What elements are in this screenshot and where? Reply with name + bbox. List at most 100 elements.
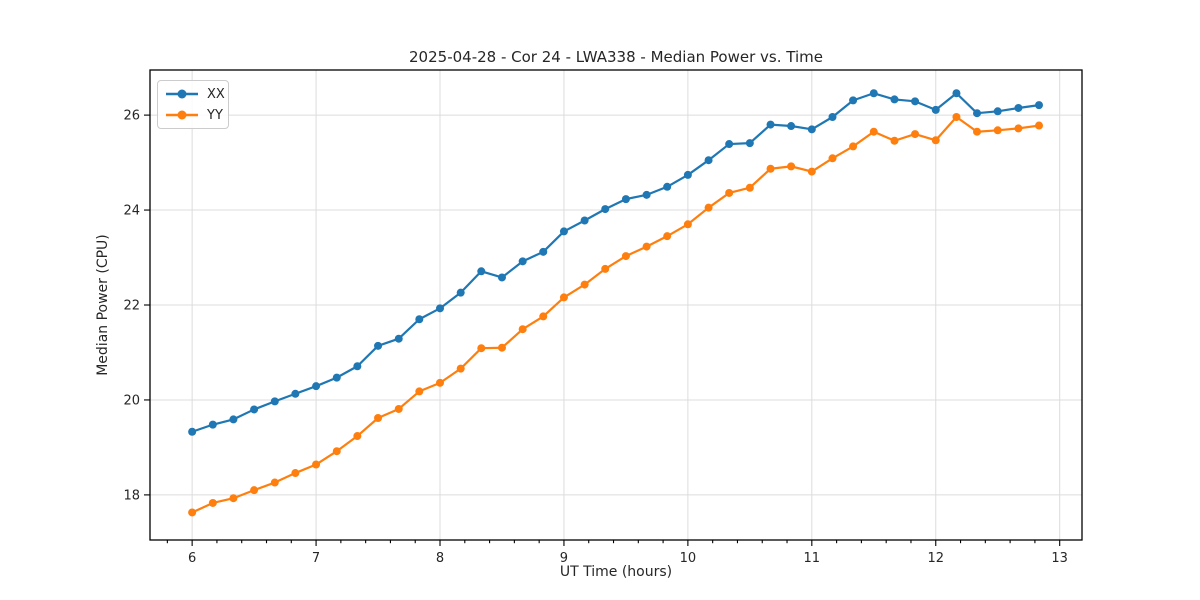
data-point-xx bbox=[952, 89, 961, 98]
data-point-yy bbox=[663, 232, 672, 241]
data-point-yy bbox=[704, 203, 713, 212]
legend-line-marker-icon bbox=[166, 89, 198, 99]
data-point-yy bbox=[725, 188, 734, 197]
data-point-xx bbox=[931, 105, 940, 114]
data-point-xx bbox=[828, 113, 837, 121]
data-point-yy bbox=[621, 252, 630, 261]
data-point-xx bbox=[291, 389, 300, 398]
data-point-xx bbox=[539, 247, 548, 256]
data-point-yy bbox=[683, 220, 692, 229]
data-point-xx bbox=[601, 205, 610, 214]
data-point-yy bbox=[312, 460, 321, 469]
data-point-yy bbox=[993, 126, 1002, 135]
series-line-yy bbox=[191, 115, 1040, 514]
y-tick-label: 20 bbox=[123, 393, 140, 408]
data-point-xx bbox=[1014, 103, 1023, 112]
data-point-xx bbox=[518, 257, 527, 266]
data-point-yy bbox=[497, 343, 506, 352]
data-point-xx bbox=[497, 273, 506, 282]
data-point-xx bbox=[683, 170, 692, 179]
data-point-yy bbox=[332, 447, 341, 456]
data-point-yy bbox=[952, 113, 961, 121]
data-point-yy bbox=[849, 142, 858, 151]
data-point-xx bbox=[621, 195, 630, 204]
legend: XX YY bbox=[157, 80, 229, 129]
y-tick-label: 26 bbox=[123, 109, 140, 124]
data-point-yy bbox=[394, 404, 403, 413]
data-point-yy bbox=[911, 130, 920, 139]
data-point-xx bbox=[869, 89, 878, 98]
data-point-xx bbox=[436, 304, 445, 313]
data-point-yy bbox=[559, 293, 568, 302]
x-tick-label: 8 bbox=[436, 551, 444, 566]
data-point-xx bbox=[642, 190, 651, 199]
data-point-yy bbox=[188, 508, 197, 517]
data-point-xx bbox=[415, 315, 424, 324]
x-axis-label: UT Time (hours) bbox=[559, 564, 673, 580]
x-tick-label: 10 bbox=[680, 551, 697, 566]
data-point-xx bbox=[456, 288, 465, 297]
data-point-yy bbox=[250, 486, 259, 495]
data-point-xx bbox=[849, 96, 858, 105]
data-point-yy bbox=[1034, 121, 1043, 130]
data-point-xx bbox=[332, 373, 341, 382]
data-point-yy bbox=[518, 325, 527, 334]
data-point-xx bbox=[890, 95, 899, 104]
x-tick-label: 12 bbox=[927, 551, 944, 566]
data-point-xx bbox=[725, 140, 734, 149]
data-point-yy bbox=[374, 413, 383, 422]
data-point-xx bbox=[374, 341, 383, 350]
data-point-xx bbox=[250, 405, 259, 414]
data-point-yy bbox=[890, 136, 899, 145]
data-point-xx bbox=[787, 122, 796, 131]
data-point-xx bbox=[477, 267, 486, 276]
data-point-yy bbox=[807, 167, 816, 176]
y-axis-label: Median Power (CPU) bbox=[95, 234, 111, 376]
data-point-xx bbox=[353, 362, 362, 371]
data-point-xx bbox=[911, 97, 920, 106]
data-point-xx bbox=[745, 139, 754, 148]
x-tick-label: 6 bbox=[188, 551, 196, 566]
data-point-yy bbox=[539, 312, 548, 321]
legend-entry-xx: XX bbox=[165, 86, 225, 102]
y-tick-label: 22 bbox=[123, 299, 140, 314]
data-point-xx bbox=[807, 125, 816, 134]
data-point-yy bbox=[580, 280, 589, 289]
data-point-xx bbox=[188, 427, 197, 436]
data-point-yy bbox=[787, 162, 796, 171]
y-tick-label: 18 bbox=[123, 488, 140, 503]
data-point-yy bbox=[931, 136, 940, 145]
chart-title: 2025-04-28 - Cor 24 - LWA338 - Median Po… bbox=[409, 48, 823, 66]
data-point-yy bbox=[208, 498, 217, 507]
data-point-yy bbox=[436, 378, 445, 387]
data-point-xx bbox=[993, 107, 1002, 116]
x-tick-label: 7 bbox=[312, 551, 320, 566]
data-point-yy bbox=[766, 164, 775, 173]
data-point-yy bbox=[601, 264, 610, 273]
legend-label-xx: XX bbox=[207, 86, 225, 102]
data-point-yy bbox=[973, 127, 982, 136]
data-point-yy bbox=[828, 154, 837, 163]
legend-label-yy: YY bbox=[207, 107, 223, 123]
data-point-yy bbox=[229, 494, 238, 503]
legend-line-marker-icon bbox=[166, 110, 198, 120]
data-point-xx bbox=[229, 415, 238, 424]
x-tick-label: 13 bbox=[1051, 551, 1068, 566]
data-point-xx bbox=[580, 216, 589, 225]
data-point-xx bbox=[704, 156, 713, 165]
data-point-yy bbox=[353, 432, 362, 441]
x-tick-label: 9 bbox=[560, 551, 568, 566]
data-point-yy bbox=[1014, 124, 1023, 133]
data-point-xx bbox=[1034, 101, 1043, 110]
y-tick-label: 24 bbox=[123, 204, 140, 219]
data-point-yy bbox=[291, 469, 300, 478]
data-point-xx bbox=[394, 334, 403, 343]
data-point-xx bbox=[559, 227, 568, 236]
data-point-yy bbox=[456, 364, 465, 373]
data-point-xx bbox=[766, 120, 775, 129]
data-point-yy bbox=[270, 478, 279, 487]
data-point-xx bbox=[270, 397, 279, 406]
data-point-xx bbox=[208, 420, 217, 429]
